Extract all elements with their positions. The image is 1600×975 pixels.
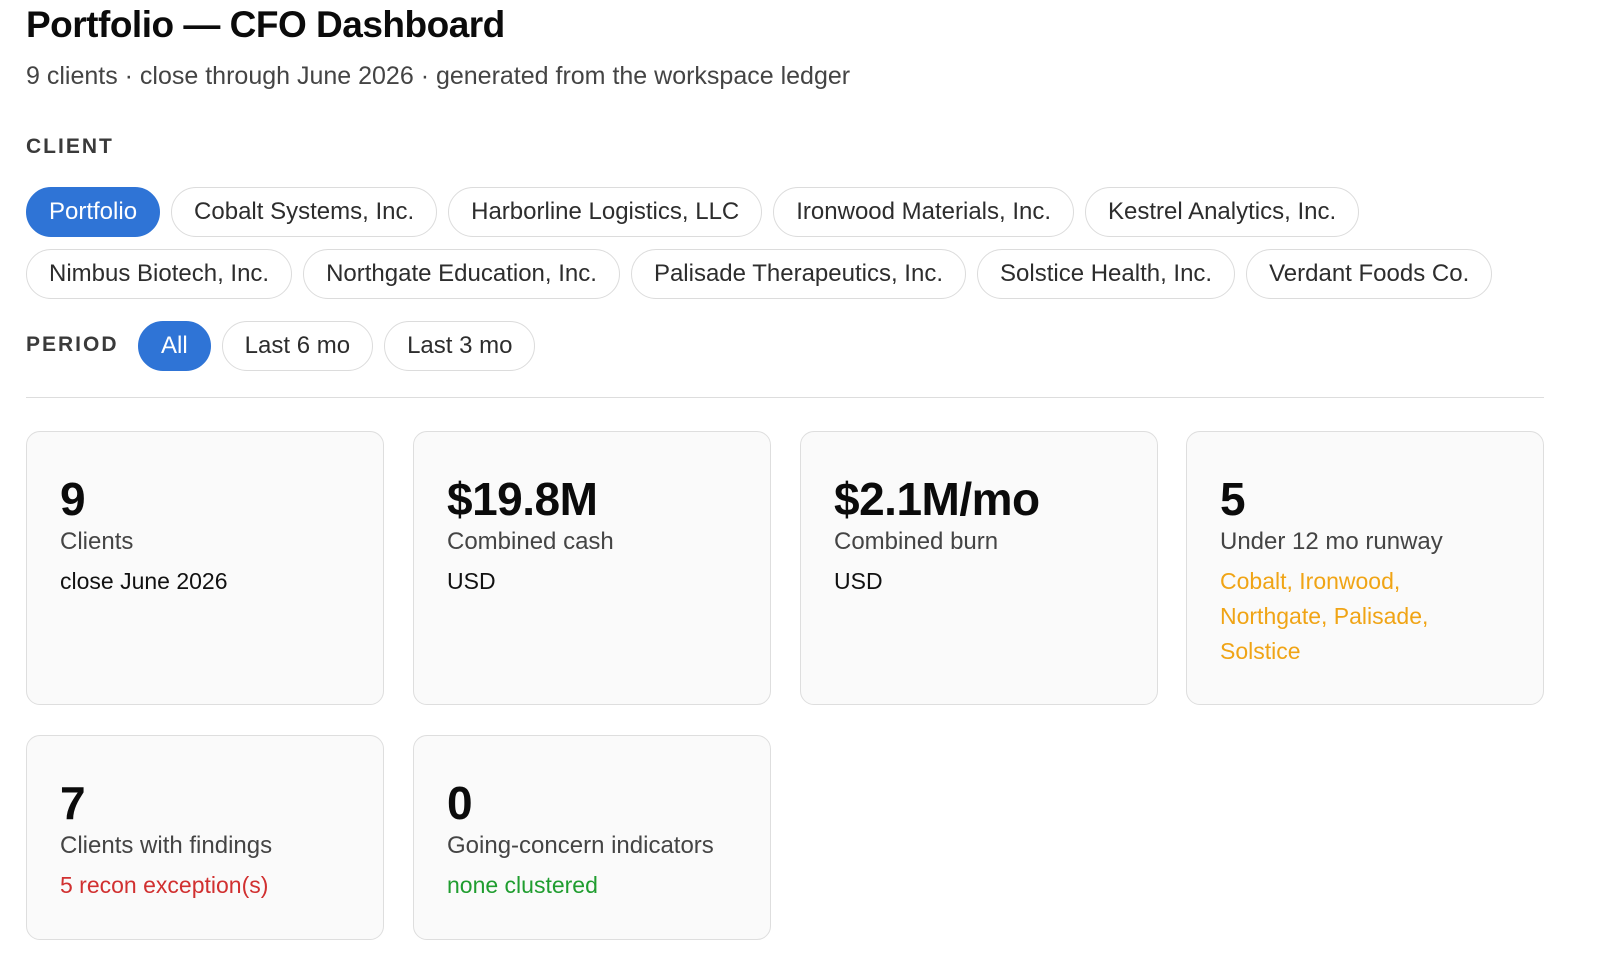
kpi-note: 5 recon exception(s) [60,872,269,898]
period-chip-last-3-mo[interactable]: Last 3 mo [384,321,536,371]
kpi-card-findings: 7 Clients with findings 5 recon exceptio… [26,735,384,940]
client-chip-cobalt[interactable]: Cobalt Systems, Inc. [171,187,438,237]
page-title: Portfolio — CFO Dashboard [26,4,505,45]
kpi-card-combined-burn: $2.1M/mo Combined burn USD [800,431,1158,705]
kpi-note: none clustered [447,872,598,898]
client-chip-kestrel[interactable]: Kestrel Analytics, Inc. [1085,187,1360,237]
kpi-note: Cobalt, Ironwood, Northgate, Palisade, S… [1220,568,1429,664]
client-chip-nimbus[interactable]: Nimbus Biotech, Inc. [26,249,293,299]
kpi-note: USD [447,568,496,594]
client-chip-northgate[interactable]: Northgate Education, Inc. [303,249,620,299]
kpi-value: 9 [60,473,86,525]
kpi-note: USD [834,568,883,594]
section-divider [26,397,1544,398]
kpi-card-runway: 5 Under 12 mo runway Cobalt, Ironwood, N… [1186,431,1544,705]
client-chip-ironwood[interactable]: Ironwood Materials, Inc. [773,187,1075,237]
kpi-label: Clients [60,528,134,555]
kpi-note: close June 2026 [60,568,228,594]
client-chip-harborline[interactable]: Harborline Logistics, LLC [448,187,763,237]
client-chip-solstice[interactable]: Solstice Health, Inc. [977,249,1236,299]
client-filter-chips: Portfolio Cobalt Systems, Inc. Harborlin… [26,187,1546,299]
client-chip-verdant[interactable]: Verdant Foods Co. [1246,249,1493,299]
period-filter-chips: All Last 6 mo Last 3 mo [138,321,536,371]
client-filter-label: CLIENT [26,135,114,158]
kpi-card-combined-cash: $19.8M Combined cash USD [413,431,771,705]
kpi-label: Going-concern indicators [447,832,714,859]
kpi-label: Combined cash [447,528,614,555]
kpi-label: Combined burn [834,528,999,555]
period-filter-label: PERIOD [26,333,119,356]
kpi-label: Under 12 mo runway [1220,528,1443,555]
kpi-value: 5 [1220,473,1246,525]
period-chip-last-6-mo[interactable]: Last 6 mo [221,321,374,371]
period-chip-all[interactable]: All [138,321,211,371]
kpi-card-clients: 9 Clients close June 2026 [26,431,384,705]
kpi-value: 0 [447,777,473,829]
kpi-card-going-concern: 0 Going-concern indicators none clustere… [413,735,771,940]
client-chip-portfolio[interactable]: Portfolio [26,187,161,237]
kpi-value: $2.1M/mo [834,473,1040,525]
kpi-label: Clients with findings [60,832,273,859]
kpi-value: $19.8M [447,473,598,525]
kpi-value: 7 [60,777,86,829]
page-subtitle: 9 clients · close through June 2026 · ge… [26,62,851,90]
client-chip-palisade[interactable]: Palisade Therapeutics, Inc. [630,249,966,299]
